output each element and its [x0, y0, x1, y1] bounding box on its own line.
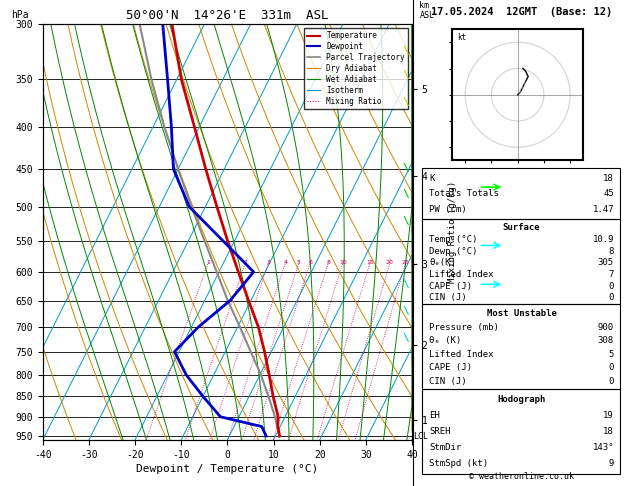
Text: 10.9: 10.9	[593, 235, 614, 244]
Text: 0: 0	[609, 377, 614, 386]
Text: CIN (J): CIN (J)	[429, 377, 467, 386]
Text: kt: kt	[457, 33, 467, 42]
Text: 25: 25	[402, 260, 409, 265]
Text: © weatheronline.co.uk: © weatheronline.co.uk	[469, 472, 574, 481]
Text: 8: 8	[609, 247, 614, 256]
Text: \: \	[402, 216, 409, 226]
Text: \: \	[402, 306, 409, 316]
Text: \: \	[402, 190, 409, 199]
Text: Most Unstable: Most Unstable	[486, 309, 557, 318]
Text: \: \	[402, 279, 409, 289]
Text: 0: 0	[609, 281, 614, 291]
Text: PW (cm): PW (cm)	[429, 205, 467, 214]
Text: Lifted Index: Lifted Index	[429, 349, 493, 359]
Text: 45: 45	[603, 190, 614, 198]
Text: StmDir: StmDir	[429, 443, 461, 452]
Text: 6: 6	[308, 260, 312, 265]
Text: EH: EH	[429, 411, 440, 420]
Text: 17.05.2024  12GMT  (Base: 12): 17.05.2024 12GMT (Base: 12)	[431, 7, 612, 17]
Text: Temp (°C): Temp (°C)	[429, 235, 477, 244]
X-axis label: Dewpoint / Temperature (°C): Dewpoint / Temperature (°C)	[136, 464, 318, 474]
Text: K: K	[429, 174, 434, 183]
Text: 7: 7	[609, 270, 614, 279]
Text: CIN (J): CIN (J)	[429, 293, 467, 302]
Bar	[423, 168, 620, 219]
Text: 1: 1	[206, 260, 210, 265]
Bar	[423, 304, 620, 389]
Text: hPa: hPa	[11, 10, 29, 20]
Text: Dewp (°C): Dewp (°C)	[429, 247, 477, 256]
Text: 3: 3	[267, 260, 270, 265]
Text: 5: 5	[297, 260, 301, 265]
Text: 2: 2	[243, 260, 247, 265]
Text: StmSpd (kt): StmSpd (kt)	[429, 459, 488, 469]
Text: Totals Totals: Totals Totals	[429, 190, 499, 198]
Text: CAPE (J): CAPE (J)	[429, 281, 472, 291]
Text: 20: 20	[386, 260, 394, 265]
Text: 900: 900	[598, 323, 614, 331]
Title: 50°00'N  14°26'E  331m  ASL: 50°00'N 14°26'E 331m ASL	[126, 9, 328, 22]
Text: Lifted Index: Lifted Index	[429, 270, 493, 279]
Bar	[423, 389, 620, 474]
Text: θₑ (K): θₑ (K)	[429, 336, 461, 345]
Text: 5: 5	[609, 349, 614, 359]
Text: CAPE (J): CAPE (J)	[429, 363, 472, 372]
Bar	[423, 219, 620, 304]
Text: \: \	[402, 70, 409, 80]
Text: Mixing Ratio (g/kg): Mixing Ratio (g/kg)	[448, 181, 457, 283]
Text: Surface: Surface	[503, 224, 540, 232]
Text: θₑ(K): θₑ(K)	[429, 259, 456, 267]
Legend: Temperature, Dewpoint, Parcel Trajectory, Dry Adiabat, Wet Adiabat, Isotherm, Mi: Temperature, Dewpoint, Parcel Trajectory…	[304, 28, 408, 109]
Text: 1.47: 1.47	[593, 205, 614, 214]
Text: 308: 308	[598, 336, 614, 345]
Text: Pressure (mb): Pressure (mb)	[429, 323, 499, 331]
Text: 305: 305	[598, 259, 614, 267]
Text: \: \	[402, 163, 409, 173]
Text: 18: 18	[603, 174, 614, 183]
Text: 10: 10	[339, 260, 347, 265]
Text: 0: 0	[609, 363, 614, 372]
Text: \: \	[402, 333, 409, 343]
Text: 143°: 143°	[593, 443, 614, 452]
Text: 18: 18	[603, 427, 614, 436]
Text: Hodograph: Hodograph	[498, 395, 545, 404]
Text: \: \	[402, 97, 409, 107]
Text: 4: 4	[284, 260, 287, 265]
Text: SREH: SREH	[429, 427, 450, 436]
Text: 19: 19	[603, 411, 614, 420]
Text: km
ASL: km ASL	[420, 1, 435, 20]
Text: 8: 8	[326, 260, 330, 265]
Text: LCL: LCL	[413, 433, 428, 441]
Text: 15: 15	[366, 260, 374, 265]
Text: 0: 0	[609, 293, 614, 302]
Text: \: \	[402, 46, 409, 56]
Text: 9: 9	[609, 459, 614, 469]
